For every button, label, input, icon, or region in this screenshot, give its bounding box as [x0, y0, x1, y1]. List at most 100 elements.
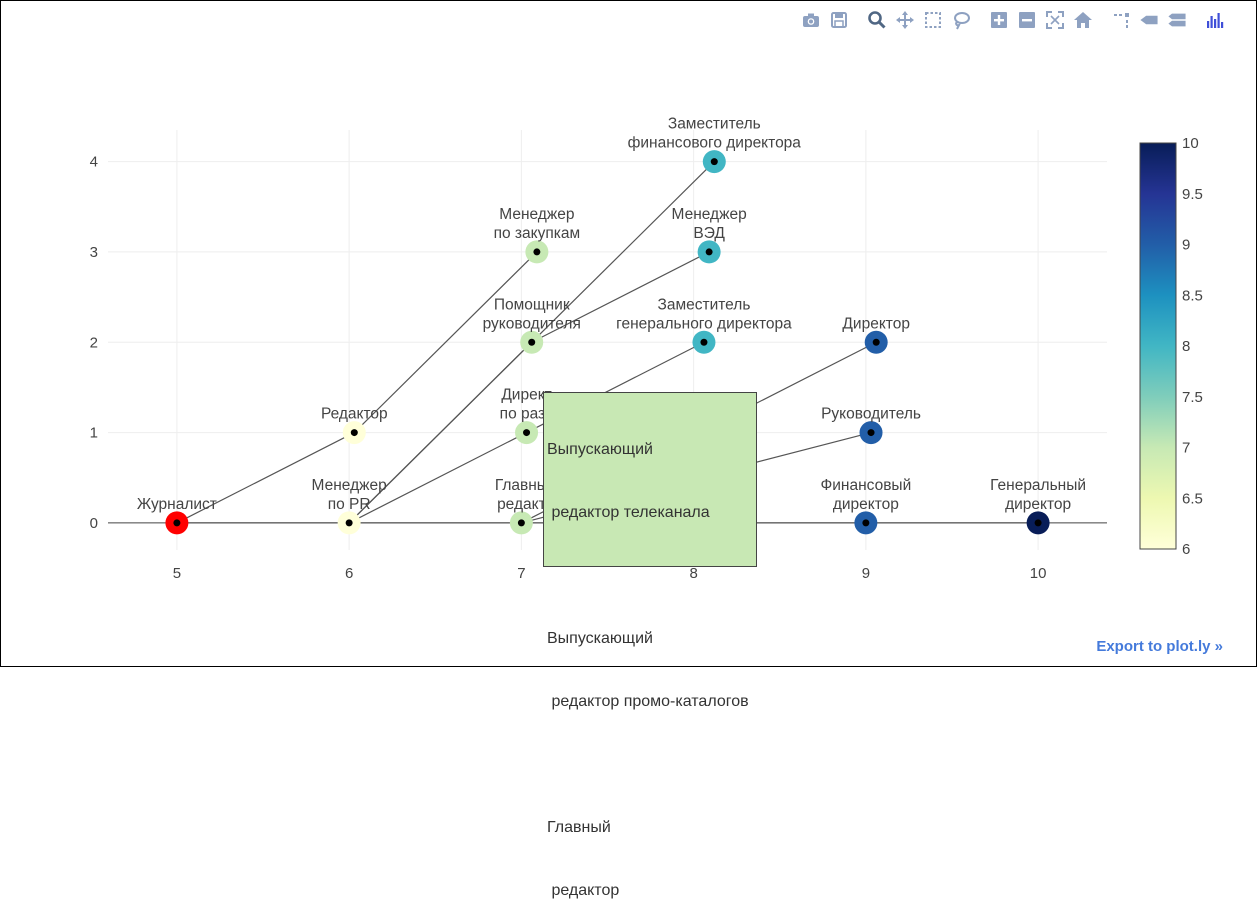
- node-purchase[interactable]: [525, 240, 549, 264]
- box-select-icon[interactable]: [919, 8, 947, 32]
- modebar: [787, 8, 1229, 32]
- node-center-dot: [1034, 519, 1042, 527]
- hover-closest-icon[interactable]: [1135, 8, 1163, 32]
- home-icon[interactable]: [1069, 8, 1097, 32]
- node-editor[interactable]: [342, 421, 366, 445]
- node-head[interactable]: [859, 421, 883, 445]
- node-center-dot: [523, 429, 531, 437]
- y-tick-label: 3: [90, 244, 98, 261]
- y-tick-label: 0: [90, 515, 98, 532]
- hover-compare-icon[interactable]: [1163, 8, 1191, 32]
- node-dep_fin[interactable]: [702, 150, 726, 174]
- node-center-dot: [700, 338, 708, 346]
- colorbar: 6 6.5 7 7.5 8 8.5 9 9.5 10: [1139, 135, 1203, 558]
- nodes[interactable]: [165, 150, 1050, 535]
- node-label: директор: [1005, 496, 1071, 513]
- hover-line: редактор телеканала: [547, 504, 710, 521]
- hover-line: Выпускающий: [547, 441, 653, 458]
- node-center-dot: [872, 338, 880, 346]
- colorbar-tick-label: 7: [1182, 440, 1190, 457]
- node-label: Директ: [501, 387, 551, 404]
- modebar-group-hover: [1107, 8, 1191, 32]
- node-label: ВЭД: [693, 225, 725, 242]
- node-label: Генеральный: [990, 477, 1086, 494]
- node-label: по PR: [328, 496, 371, 513]
- node-center-dot: [710, 158, 718, 166]
- node-ved[interactable]: [697, 240, 721, 264]
- network-chart: 5 6 7 8 9 10 0 1 2 3 4 Журналист Редактор Менеджер п…: [90, 116, 1203, 582]
- colorbar-tick-label: 9.5: [1182, 186, 1203, 203]
- hover-line: редактор: [547, 882, 620, 899]
- node-label: по закупкам: [494, 225, 581, 242]
- export-link[interactable]: Export to plot.ly »: [1096, 638, 1223, 655]
- colorbar-tick-label: 8: [1182, 338, 1190, 355]
- node-label: Финансовый: [820, 477, 911, 494]
- node-director[interactable]: [864, 330, 888, 354]
- node-center-dot: [867, 429, 875, 437]
- modebar-group-export: [797, 8, 853, 32]
- node-gen_dir[interactable]: [1026, 511, 1050, 535]
- modebar-group-drag: [863, 8, 975, 32]
- node-chief_ed[interactable]: [509, 511, 533, 535]
- plotly-logo-icon[interactable]: [1201, 8, 1229, 32]
- spike-lines-icon[interactable]: [1107, 8, 1135, 32]
- node-center-dot: [528, 338, 536, 346]
- node-label: Заместитель: [657, 296, 750, 313]
- node-assistant[interactable]: [520, 330, 544, 354]
- pan-icon[interactable]: [891, 8, 919, 32]
- zoom-in-icon[interactable]: [985, 8, 1013, 32]
- autoscale-icon[interactable]: [1041, 8, 1069, 32]
- x-tick-label: 8: [689, 565, 697, 582]
- node-label: Руководитель: [821, 406, 921, 423]
- node-center-dot: [862, 519, 870, 527]
- node-label: Менеджер: [312, 477, 387, 494]
- node-dep_gen[interactable]: [692, 330, 716, 354]
- lasso-select-icon[interactable]: [947, 8, 975, 32]
- node-center-dot: [173, 519, 181, 527]
- hover-tooltip: Выпускающий редактор телеканала ​ Выпуск…: [543, 392, 757, 899]
- colorbar-tick-label: 6: [1182, 541, 1190, 558]
- node-center-dot: [533, 248, 541, 256]
- hover-line: редактор промо-каталогов: [547, 693, 749, 710]
- node-pr[interactable]: [337, 511, 361, 535]
- node-label: Главны: [495, 477, 548, 494]
- node-label: Менеджер: [672, 206, 747, 223]
- node-dev_dir[interactable]: [515, 421, 539, 445]
- node-label: генерального директора: [616, 315, 792, 332]
- modebar-group-zoom: [985, 8, 1097, 32]
- hover-line: ​: [547, 754, 752, 775]
- node-label: руководителя: [483, 315, 581, 332]
- node-center-dot: [705, 248, 713, 256]
- zoom-icon[interactable]: [863, 8, 891, 32]
- colorbar-tick-label: 9: [1182, 237, 1190, 254]
- zoom-out-icon[interactable]: [1013, 8, 1041, 32]
- hover-line: ​: [547, 565, 752, 586]
- x-tick-label: 7: [517, 565, 525, 582]
- colorbar-tick-label: 10: [1182, 135, 1199, 152]
- node-label: Помощник: [494, 296, 570, 313]
- y-tick-label: 1: [90, 425, 98, 442]
- x-axis-ticks: 5 6 7 8 9 10: [173, 565, 1047, 582]
- camera-icon[interactable]: [797, 8, 825, 32]
- node-label: Заместитель: [668, 116, 761, 133]
- node-center-dot: [517, 519, 525, 527]
- y-tick-label: 2: [90, 334, 98, 351]
- x-tick-label: 10: [1030, 565, 1047, 582]
- node-label: по разв: [500, 406, 554, 423]
- x-tick-label: 9: [862, 565, 870, 582]
- x-tick-label: 6: [345, 565, 353, 582]
- edge-arrow: [176, 432, 356, 524]
- node-label: Журналист: [137, 496, 217, 513]
- node-label: Директор: [842, 315, 910, 332]
- edge-arrow: [348, 432, 528, 524]
- y-axis-ticks: 0 1 2 3 4: [90, 154, 98, 532]
- edge-arrow: [353, 251, 538, 434]
- hover-line: Главный: [547, 819, 611, 836]
- colorbar-tick-label: 8.5: [1182, 287, 1203, 304]
- node-fin_dir[interactable]: [854, 511, 878, 535]
- colorbar-tick-label: 6.5: [1182, 490, 1203, 507]
- colorbar-gradient: [1139, 142, 1177, 550]
- node-labels: Журналист Редактор Менеджер по PR Менеджер по…: [137, 116, 1086, 513]
- node-journalist[interactable]: [165, 511, 189, 535]
- save-icon[interactable]: [825, 8, 853, 32]
